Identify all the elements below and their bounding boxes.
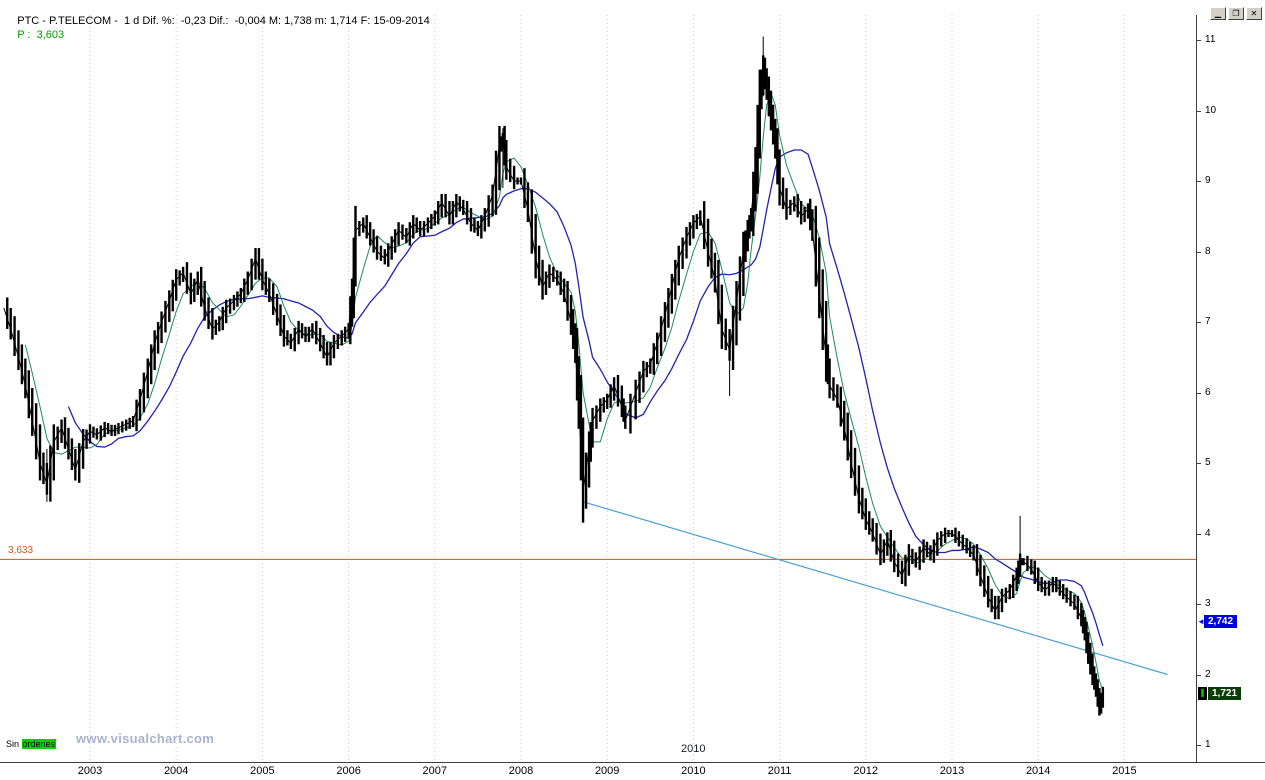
price-axis-tick — [1197, 251, 1201, 253]
restore-button[interactable]: ❐ — [1228, 7, 1244, 20]
price-axis[interactable]: 1 2 3 4 5 6 7 8 9 10 11 ◄ 2,742 ❚ 1,721 — [1196, 15, 1265, 762]
time-axis-label: 2010 — [681, 765, 706, 777]
orders-status: Sin órdenes — [6, 739, 57, 749]
last-price-info: P : 3,603 — [17, 29, 65, 41]
price-axis-tick — [1197, 40, 1201, 41]
stray-year-label: 2010 — [681, 743, 706, 755]
last-price-tag-row: ❚ 1,721 — [1197, 687, 1265, 701]
time-axis[interactable]: 2003 2004 2005 2006 2007 2008 2009 2010 2011 2012… — [0, 762, 1265, 780]
price-axis-tick — [1197, 392, 1201, 394]
window-controls: ▁ ❐ ✕ — [1210, 7, 1262, 20]
price-axis-tick — [1197, 745, 1201, 746]
chart-plot — [0, 15, 1196, 762]
instrument-info: PTC - P.TELECOM - 1 d Dif. %: -0,23 Dif.… — [17, 15, 433, 27]
ma-price-tag-row: ◄ 2,742 — [1197, 615, 1265, 629]
last-price-icon: ❚ — [1198, 687, 1207, 701]
horizontal-level-label: 3,633 — [8, 545, 34, 556]
price-axis-tick — [1197, 604, 1201, 605]
price-axis-label: 7 — [1205, 316, 1211, 327]
close-button[interactable]: ✕ — [1246, 7, 1262, 20]
price-axis-label: 6 — [1205, 386, 1211, 398]
price-pointer-arrow-icon: ◄ — [1197, 617, 1205, 627]
price-axis-tick — [1197, 463, 1201, 464]
orders-status-prefix: Sin — [6, 739, 22, 749]
price-axis-label: 11 — [1205, 34, 1216, 45]
time-axis-label: 2004 — [163, 765, 189, 777]
price-axis-label: 10 — [1205, 104, 1217, 116]
minimize-button[interactable]: ▁ — [1210, 7, 1226, 20]
watermark: www.visualchart.com — [76, 731, 215, 746]
price-axis-tick — [1197, 322, 1201, 323]
time-axis-label: 2008 — [508, 765, 534, 777]
price-axis-tick — [1197, 110, 1201, 112]
time-axis-label: 2014 — [1025, 765, 1051, 777]
time-axis-label: 2007 — [422, 765, 448, 777]
chart-canvas[interactable]: 3,633 2010 Sin órdenes www.visualchart.c… — [0, 15, 1196, 762]
time-axis-label: 2012 — [853, 765, 879, 777]
time-axis-label: 2015 — [1112, 765, 1137, 777]
price-axis-tick — [1197, 533, 1201, 535]
price-axis-tick — [1197, 181, 1201, 182]
time-axis-label: 2005 — [250, 765, 275, 777]
chart-info-bar: PTC - P.TELECOM - 1 d Dif. %: -0,23 Dif.… — [0, 0, 1265, 41]
last-price-tag: 1,721 — [1208, 687, 1242, 701]
time-axis-label: 2011 — [767, 765, 792, 777]
price-axis-label: 9 — [1205, 175, 1211, 186]
price-axis-label: 4 — [1205, 527, 1211, 539]
time-axis-label: 2003 — [77, 765, 103, 777]
price-axis-tick — [1197, 674, 1201, 676]
price-axis-label: 8 — [1205, 245, 1211, 257]
orders-status-highlight: órdenes — [21, 739, 57, 749]
time-axis-label: 2013 — [939, 765, 965, 777]
ma-price-tag: 2,742 — [1204, 615, 1238, 629]
price-axis-label: 2 — [1205, 668, 1211, 680]
time-axis-label: 2009 — [594, 765, 620, 777]
time-axis-label: 2006 — [336, 765, 361, 777]
price-axis-label: 1 — [1205, 739, 1211, 750]
price-axis-label: 3 — [1205, 598, 1211, 609]
price-axis-label: 5 — [1205, 457, 1211, 468]
